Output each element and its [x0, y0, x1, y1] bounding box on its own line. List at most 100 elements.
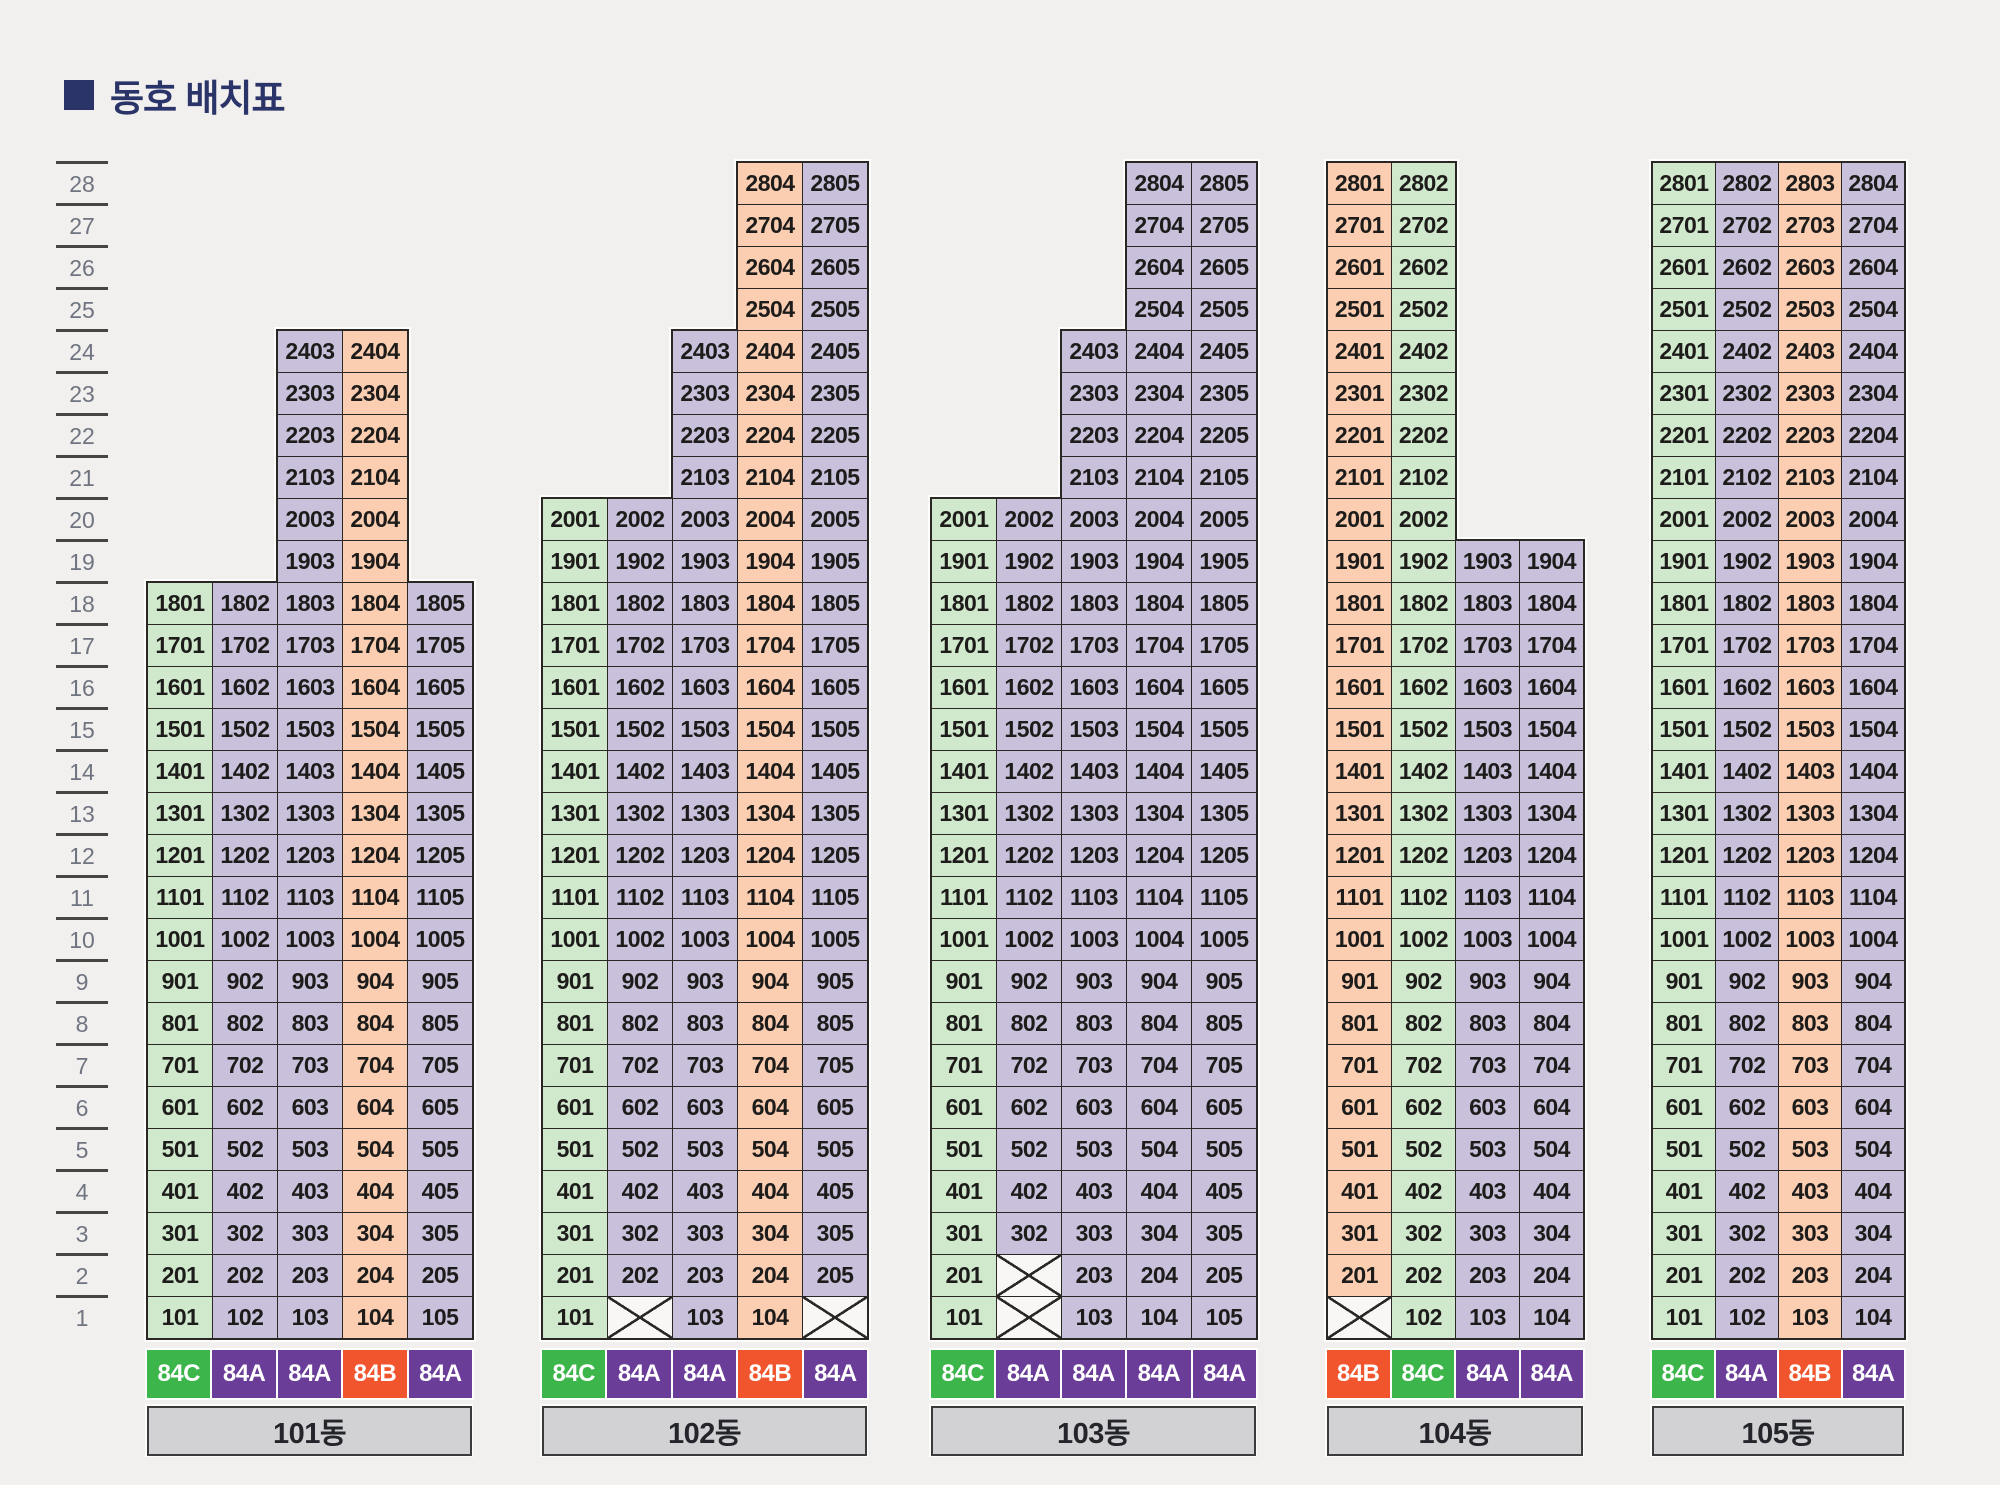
unit-cell: 1704	[342, 624, 408, 667]
unit-cell: 1803	[672, 582, 738, 625]
unit-cell: 1303	[1778, 792, 1842, 835]
unit-cell: 305	[802, 1212, 868, 1255]
unit-type-badge: 84A	[672, 1350, 737, 1398]
unit-cell: 2104	[737, 456, 803, 499]
unit-cell: 1604	[1126, 666, 1192, 709]
unit-cell: 1504	[1126, 708, 1192, 751]
unit-cell: 1901	[1327, 540, 1392, 583]
unit-cell: 303	[1455, 1212, 1520, 1255]
floor-axis-row: 24	[52, 329, 112, 372]
unit-cell: 801	[931, 1002, 997, 1045]
unit-cell: 2504	[1841, 288, 1905, 331]
unit-cell: 1704	[1126, 624, 1192, 667]
unit-cell: 703	[1455, 1044, 1520, 1087]
unit-cell: 2304	[342, 372, 408, 415]
unit-cell: 903	[1455, 960, 1520, 1003]
floor-label: 24	[69, 339, 95, 365]
unit-cell: 1705	[1191, 624, 1257, 667]
unit-cell: 2502	[1715, 288, 1779, 331]
unit-cell: 1405	[407, 750, 473, 793]
unit-cell: 2105	[1191, 456, 1257, 499]
floor-tick-line	[56, 875, 108, 878]
unit-cell: 804	[1841, 1002, 1905, 1045]
unit-cell: 1104	[1841, 876, 1905, 919]
blocked-unit-cell	[1327, 1296, 1392, 1339]
unit-cell: 1201	[147, 834, 213, 877]
unit-cell: 504	[737, 1128, 803, 1171]
unit-cell: 2005	[802, 498, 868, 541]
unit-cell: 602	[1715, 1086, 1779, 1129]
floor-label: 21	[69, 465, 95, 491]
unit-cell: 1702	[1715, 624, 1779, 667]
floor-tick-line	[56, 413, 108, 416]
unit-cell: 904	[1126, 960, 1192, 1003]
unit-cell: 1705	[407, 624, 473, 667]
unit-cell: 804	[1519, 1002, 1584, 1045]
unit-cell: 1804	[737, 582, 803, 625]
unit-cell: 201	[1652, 1254, 1716, 1297]
unit-cell: 704	[1519, 1044, 1584, 1087]
building-unit-grid: 2801 2802 2803 2804 2701 2702 2703 2704 2601 2602…	[1652, 162, 1905, 1339]
unit-cell: 2403	[1061, 330, 1127, 373]
floor-tick-line	[56, 959, 108, 962]
unit-cell: 2104	[342, 456, 408, 499]
unit-cell: 2101	[1327, 456, 1392, 499]
unit-cell: 1902	[607, 540, 673, 583]
unit-cell: 302	[996, 1212, 1062, 1255]
unit-type-row: 84C 84A 84A 84B 84A	[542, 1350, 868, 1398]
unit-cell: 102	[1715, 1296, 1779, 1339]
floor-tick-line	[56, 539, 108, 542]
building-name-box: 104동	[1327, 1406, 1583, 1456]
unit-cell: 205	[802, 1254, 868, 1297]
unit-cell: 1903	[1778, 540, 1842, 583]
unit-cell: 1503	[1778, 708, 1842, 751]
unit-cell: 1801	[1327, 582, 1392, 625]
unit-cell: 502	[1391, 1128, 1456, 1171]
unit-cell: 2301	[1652, 372, 1716, 415]
page-title-text: 동호 배치표	[110, 78, 285, 119]
unit-cell: 904	[737, 960, 803, 1003]
unit-cell: 1501	[1327, 708, 1392, 751]
unit-cell: 2503	[1778, 288, 1842, 331]
unit-cell: 1502	[212, 708, 278, 751]
unit-cell: 2504	[1126, 288, 1192, 331]
unit-cell: 1502	[996, 708, 1062, 751]
floor-tick-line	[56, 203, 108, 206]
unit-cell: 1702	[996, 624, 1062, 667]
unit-cell: 2204	[342, 414, 408, 457]
unit-cell: 202	[1715, 1254, 1779, 1297]
unit-cell: 702	[212, 1044, 278, 1087]
floor-axis-row: 1	[52, 1295, 112, 1338]
unit-cell: 2103	[1061, 456, 1127, 499]
unit-cell: 2104	[1126, 456, 1192, 499]
floor-tick-line	[56, 1169, 108, 1172]
floor-axis-row: 10	[52, 917, 112, 960]
unit-cell: 2701	[1327, 204, 1392, 247]
unit-cell: 504	[342, 1128, 408, 1171]
unit-cell: 704	[1841, 1044, 1905, 1087]
unit-cell: 2004	[1841, 498, 1905, 541]
unit-type-badge: 84A	[1127, 1350, 1191, 1398]
unit-cell: 1301	[542, 792, 608, 835]
unit-cell: 404	[1519, 1170, 1584, 1213]
unit-cell: 104	[1126, 1296, 1192, 1339]
unit-cell: 703	[1778, 1044, 1842, 1087]
unit-cell: 1602	[1391, 666, 1456, 709]
unit-cell: 502	[607, 1128, 673, 1171]
floor-label: 22	[69, 423, 95, 449]
unit-type-badge: 84B	[1779, 1350, 1841, 1398]
unit-cell: 703	[277, 1044, 343, 1087]
floor-axis-row: 26	[52, 245, 112, 288]
unit-cell: 1803	[1061, 582, 1127, 625]
floor-axis-row: 16	[52, 665, 112, 708]
building-name-box: 103동	[931, 1406, 1256, 1456]
unit-cell: 1202	[607, 834, 673, 877]
unit-cell: 302	[1715, 1212, 1779, 1255]
unit-cell: 2302	[1391, 372, 1456, 415]
unit-cell: 704	[737, 1044, 803, 1087]
unit-cell: 903	[277, 960, 343, 1003]
unit-cell: 2702	[1391, 204, 1456, 247]
floor-tick-line	[56, 917, 108, 920]
floor-label: 17	[69, 633, 95, 659]
unit-cell: 1004	[1519, 918, 1584, 961]
